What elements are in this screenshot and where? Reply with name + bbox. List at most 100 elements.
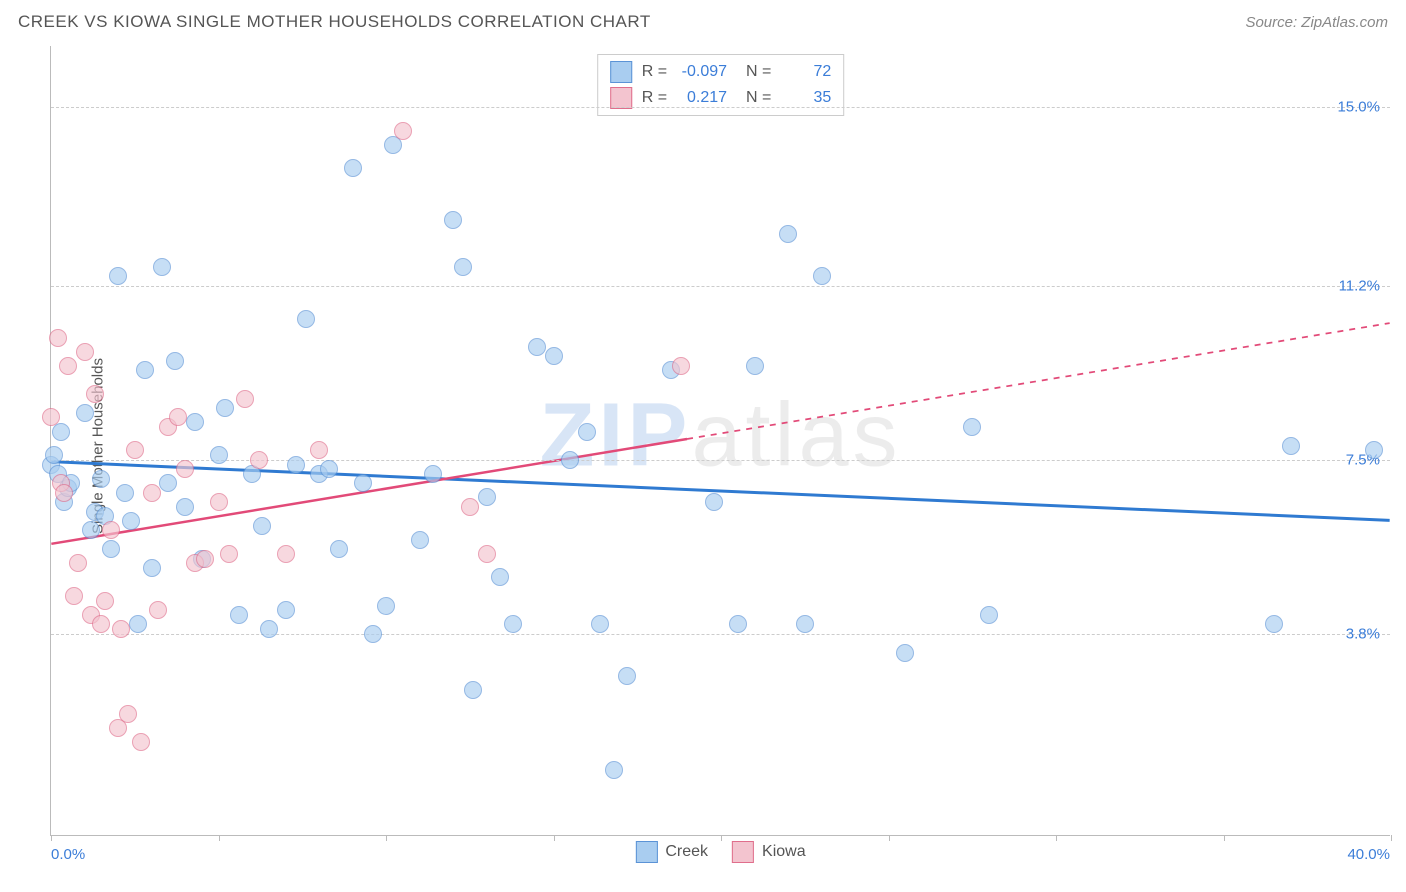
- data-point: [169, 408, 187, 426]
- data-point: [216, 399, 234, 417]
- data-point: [76, 343, 94, 361]
- data-point: [210, 446, 228, 464]
- data-point: [119, 705, 137, 723]
- trend-line-dashed: [687, 323, 1390, 439]
- data-point: [310, 441, 328, 459]
- legend-item-creek: Creek: [635, 841, 708, 863]
- data-point: [55, 484, 73, 502]
- data-point: [980, 606, 998, 624]
- stat-r-label: R =: [642, 89, 667, 107]
- x-tick: [51, 835, 52, 841]
- data-point: [236, 390, 254, 408]
- data-point: [82, 521, 100, 539]
- data-point: [1282, 437, 1300, 455]
- gridline: [51, 634, 1390, 635]
- data-point: [394, 122, 412, 140]
- data-point: [578, 423, 596, 441]
- data-point: [260, 620, 278, 638]
- data-point: [424, 465, 442, 483]
- y-tick-label: 11.2%: [1339, 277, 1380, 294]
- data-point: [591, 615, 609, 633]
- data-point: [411, 531, 429, 549]
- y-tick-label: 3.8%: [1346, 625, 1380, 642]
- data-point: [143, 484, 161, 502]
- stat-r-creek: -0.097: [677, 63, 727, 81]
- x-tick: [554, 835, 555, 841]
- data-point: [136, 361, 154, 379]
- data-point: [96, 592, 114, 610]
- series-legend: Creek Kiowa: [635, 841, 805, 863]
- data-point: [210, 493, 228, 511]
- data-point: [672, 357, 690, 375]
- data-point: [377, 597, 395, 615]
- gridline: [51, 107, 1390, 108]
- data-point: [963, 418, 981, 436]
- data-point: [159, 474, 177, 492]
- data-point: [729, 615, 747, 633]
- data-point: [132, 733, 150, 751]
- data-point: [464, 681, 482, 699]
- data-point: [129, 615, 147, 633]
- x-tick: [1224, 835, 1225, 841]
- data-point: [320, 460, 338, 478]
- data-point: [230, 606, 248, 624]
- x-axis-min-label: 0.0%: [51, 846, 85, 863]
- stat-n-creek: 72: [781, 63, 831, 81]
- data-point: [250, 451, 268, 469]
- data-point: [220, 545, 238, 563]
- stat-r-kiowa: 0.217: [677, 89, 727, 107]
- data-point: [444, 211, 462, 229]
- data-point: [153, 258, 171, 276]
- data-point: [76, 404, 94, 422]
- data-point: [354, 474, 372, 492]
- data-point: [92, 470, 110, 488]
- data-point: [746, 357, 764, 375]
- stat-n-label: N =: [737, 63, 771, 81]
- y-tick-label: 15.0%: [1337, 99, 1380, 116]
- chart-title: CREEK VS KIOWA SINGLE MOTHER HOUSEHOLDS …: [18, 12, 651, 32]
- watermark-atlas: atlas: [691, 385, 901, 485]
- data-point: [196, 550, 214, 568]
- x-tick: [1056, 835, 1057, 841]
- swatch-creek: [610, 61, 632, 83]
- data-point: [796, 615, 814, 633]
- legend-label-creek: Creek: [665, 843, 708, 861]
- legend-swatch-creek: [635, 841, 657, 863]
- data-point: [896, 644, 914, 662]
- data-point: [45, 446, 63, 464]
- data-point: [605, 761, 623, 779]
- data-point: [277, 601, 295, 619]
- chart-header: CREEK VS KIOWA SINGLE MOTHER HOUSEHOLDS …: [0, 0, 1406, 38]
- data-point: [69, 554, 87, 572]
- data-point: [116, 484, 134, 502]
- data-point: [277, 545, 295, 563]
- data-point: [126, 441, 144, 459]
- data-point: [618, 667, 636, 685]
- data-point: [528, 338, 546, 356]
- data-point: [92, 615, 110, 633]
- data-point: [454, 258, 472, 276]
- data-point: [49, 329, 67, 347]
- data-point: [86, 385, 104, 403]
- data-point: [102, 540, 120, 558]
- stat-n-label: N =: [737, 89, 771, 107]
- gridline: [51, 286, 1390, 287]
- data-point: [122, 512, 140, 530]
- stats-row-creek: R = -0.097 N = 72: [610, 59, 832, 85]
- legend-label-kiowa: Kiowa: [762, 843, 806, 861]
- data-point: [186, 413, 204, 431]
- data-point: [344, 159, 362, 177]
- data-point: [166, 352, 184, 370]
- data-point: [779, 225, 797, 243]
- scatter-plot-area: ZIPatlas R = -0.097 N = 72 R = 0.217 N =…: [50, 46, 1390, 836]
- data-point: [561, 451, 579, 469]
- data-point: [545, 347, 563, 365]
- stat-n-kiowa: 35: [781, 89, 831, 107]
- data-point: [149, 601, 167, 619]
- data-point: [109, 267, 127, 285]
- stat-r-label: R =: [642, 63, 667, 81]
- data-point: [1365, 441, 1383, 459]
- data-point: [461, 498, 479, 516]
- x-tick: [721, 835, 722, 841]
- data-point: [65, 587, 83, 605]
